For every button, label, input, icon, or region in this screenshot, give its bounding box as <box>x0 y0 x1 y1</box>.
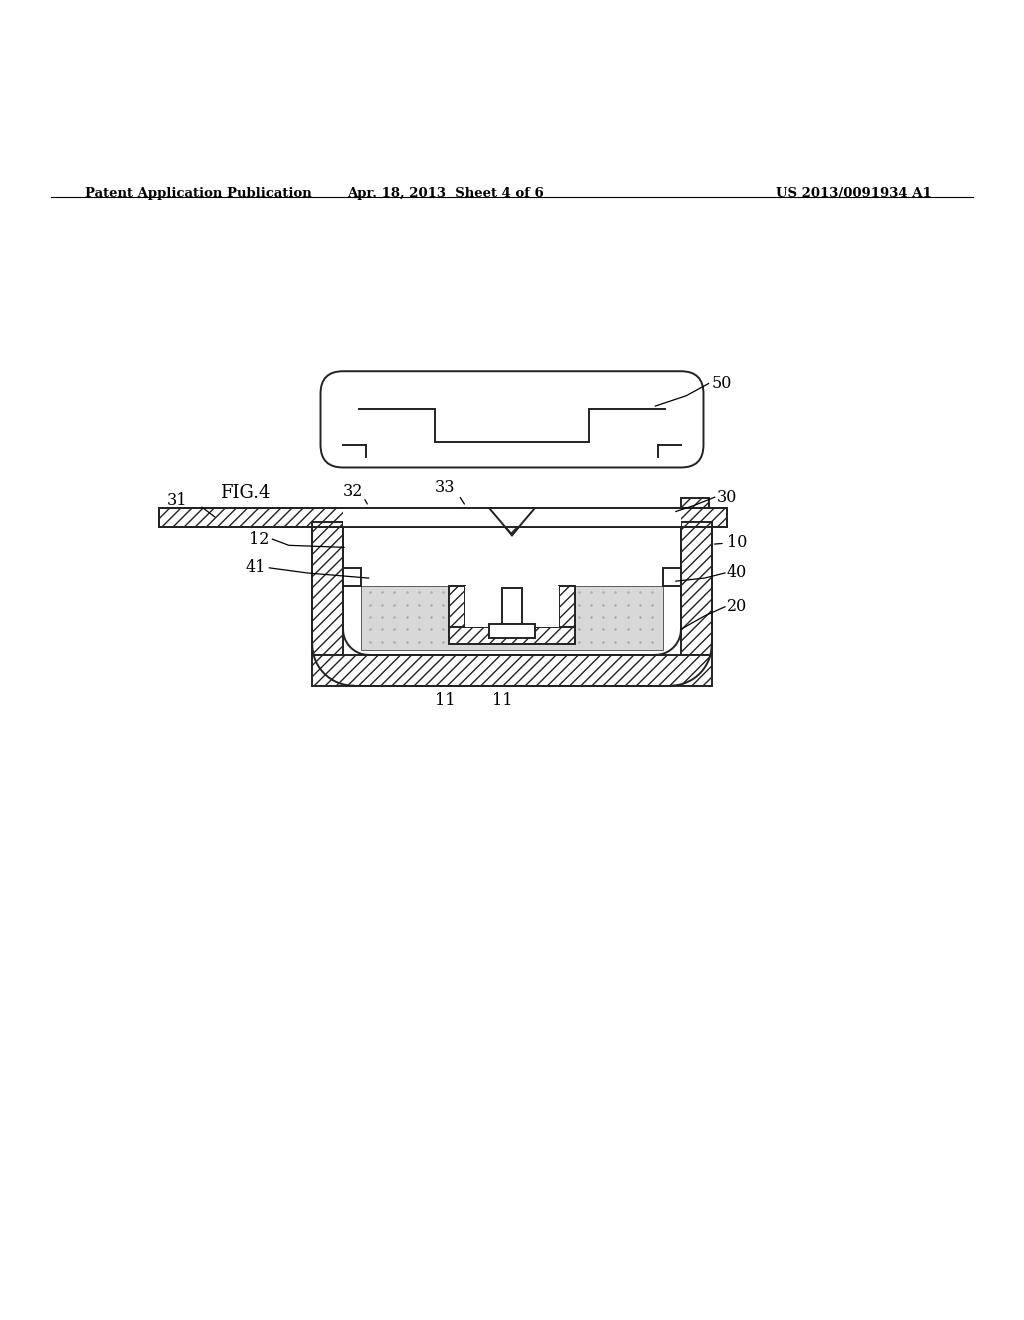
Polygon shape <box>489 508 535 527</box>
Polygon shape <box>489 624 535 639</box>
Text: 30: 30 <box>717 488 737 506</box>
Polygon shape <box>159 508 727 527</box>
Polygon shape <box>502 589 522 624</box>
Polygon shape <box>449 627 575 644</box>
Polygon shape <box>312 655 712 685</box>
FancyBboxPatch shape <box>321 371 703 467</box>
Text: 33: 33 <box>435 479 456 496</box>
Polygon shape <box>489 508 535 535</box>
Text: 32: 32 <box>343 483 364 499</box>
Polygon shape <box>343 568 361 586</box>
Polygon shape <box>681 498 709 508</box>
Text: 12: 12 <box>249 531 269 548</box>
Polygon shape <box>681 521 712 655</box>
Text: 20: 20 <box>727 598 748 615</box>
Text: 31: 31 <box>167 492 187 508</box>
Text: 40: 40 <box>727 565 748 581</box>
Text: 11: 11 <box>435 693 456 709</box>
Text: Patent Application Publication: Patent Application Publication <box>85 187 311 199</box>
Text: 11: 11 <box>492 693 512 709</box>
Text: US 2013/0091934 A1: US 2013/0091934 A1 <box>776 187 932 199</box>
Polygon shape <box>312 521 343 655</box>
Text: FIG.4: FIG.4 <box>220 484 270 502</box>
Text: 50: 50 <box>712 375 732 392</box>
Polygon shape <box>559 586 575 627</box>
Polygon shape <box>449 586 465 627</box>
Polygon shape <box>663 568 681 586</box>
Text: 10: 10 <box>727 533 748 550</box>
Polygon shape <box>343 508 681 527</box>
Text: Apr. 18, 2013  Sheet 4 of 6: Apr. 18, 2013 Sheet 4 of 6 <box>347 187 544 199</box>
Polygon shape <box>361 586 663 649</box>
Polygon shape <box>465 586 559 627</box>
Text: 41: 41 <box>246 560 266 577</box>
